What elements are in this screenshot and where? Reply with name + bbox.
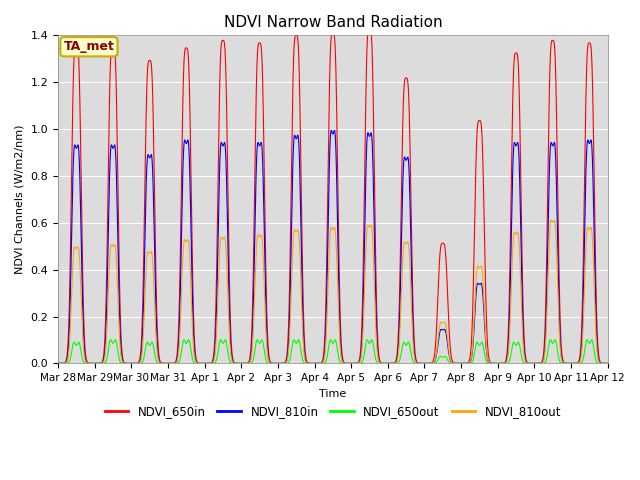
NDVI_650out xyxy=(487,360,495,366)
NDVI_810in xyxy=(409,316,417,322)
Line: NDVI_650in: NDVI_650in xyxy=(58,28,608,363)
Title: NDVI Narrow Band Radiation: NDVI Narrow Band Radiation xyxy=(223,15,442,30)
NDVI_650out xyxy=(172,360,179,366)
NDVI_650out xyxy=(258,337,266,343)
NDVI_650in xyxy=(409,290,417,296)
NDVI_810in xyxy=(604,360,612,366)
NDVI_810in xyxy=(260,204,268,210)
NDVI_810out xyxy=(260,269,268,275)
NDVI_810in xyxy=(166,360,173,366)
NDVI_650out xyxy=(409,358,417,363)
Line: NDVI_810in: NDVI_810in xyxy=(58,130,608,363)
Y-axis label: NDVI Channels (W/m2/nm): NDVI Channels (W/m2/nm) xyxy=(15,125,25,274)
NDVI_810out xyxy=(166,360,173,366)
NDVI_810in xyxy=(602,360,610,366)
NDVI_650in xyxy=(172,359,179,364)
NDVI_650out xyxy=(604,360,612,366)
NDVI_810in xyxy=(457,360,465,366)
NDVI_650in xyxy=(604,360,612,366)
NDVI_650in xyxy=(260,137,268,143)
NDVI_650out xyxy=(166,360,173,366)
NDVI_810in xyxy=(172,360,179,366)
NDVI_810out xyxy=(487,360,495,366)
NDVI_810out xyxy=(602,360,610,366)
Text: TA_met: TA_met xyxy=(63,40,115,53)
NDVI_650out xyxy=(54,360,62,366)
NDVI_650in xyxy=(54,360,62,366)
Legend: NDVI_650in, NDVI_810in, NDVI_650out, NDVI_810out: NDVI_650in, NDVI_810in, NDVI_650out, NDV… xyxy=(100,401,566,423)
NDVI_650in xyxy=(487,360,495,366)
NDVI_650out xyxy=(602,360,610,366)
NDVI_810in xyxy=(328,127,335,133)
Line: NDVI_650out: NDVI_650out xyxy=(58,340,608,363)
X-axis label: Time: Time xyxy=(319,389,346,399)
NDVI_810out xyxy=(54,360,62,366)
NDVI_810out xyxy=(172,360,179,366)
NDVI_810out xyxy=(604,360,612,366)
NDVI_650in xyxy=(365,25,373,31)
NDVI_810in xyxy=(54,360,62,366)
NDVI_650out xyxy=(260,345,268,350)
NDVI_810out xyxy=(547,217,555,223)
NDVI_650in xyxy=(166,360,173,366)
NDVI_810out xyxy=(409,333,417,339)
Line: NDVI_810out: NDVI_810out xyxy=(58,220,608,363)
NDVI_810in xyxy=(487,360,495,366)
NDVI_650in xyxy=(602,360,610,366)
